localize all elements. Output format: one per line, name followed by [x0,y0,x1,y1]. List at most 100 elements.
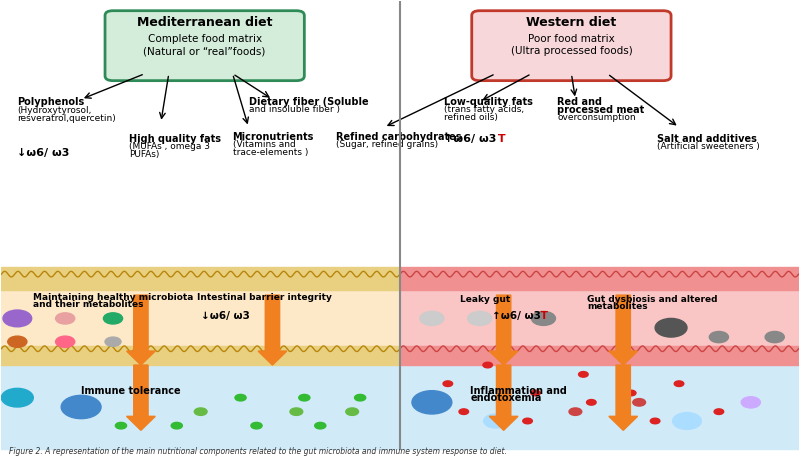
Circle shape [443,381,453,386]
Bar [400,365,798,449]
Circle shape [650,418,660,424]
Bar [2,1,798,272]
FancyBboxPatch shape [472,11,671,81]
FancyArrow shape [490,295,518,365]
Circle shape [3,310,32,327]
Bar [400,272,798,374]
Circle shape [103,313,122,324]
Circle shape [115,423,126,429]
Text: (Vitamins and: (Vitamins and [233,140,295,149]
Circle shape [626,390,636,396]
Circle shape [251,423,262,429]
Circle shape [531,311,555,325]
Text: overconsumption: overconsumption [557,113,636,122]
Circle shape [673,413,702,430]
FancyBboxPatch shape [105,11,304,81]
Circle shape [8,336,27,348]
Circle shape [468,311,492,325]
Circle shape [586,400,596,405]
Text: Low-quality fats: Low-quality fats [444,97,533,107]
Text: Figure 2. A representation of the main nutritional components related to the gut: Figure 2. A representation of the main n… [10,447,507,456]
Text: Maintaining healthy microbiota: Maintaining healthy microbiota [34,293,194,302]
Text: Intestinal barrier integrity: Intestinal barrier integrity [197,293,331,302]
Text: Red and: Red and [557,97,602,107]
Text: PUFAs): PUFAs) [129,150,159,159]
Text: Complete food matrix: Complete food matrix [148,34,262,44]
Text: (Artificial sweeteners ): (Artificial sweeteners ) [657,142,759,151]
Bar [2,272,400,374]
Circle shape [765,332,784,343]
Text: ↑ω6/ ω3: ↑ω6/ ω3 [492,311,541,321]
Circle shape [569,408,582,416]
Text: (trans fatty acids,: (trans fatty acids, [444,105,524,114]
Text: (Ultra processed foods): (Ultra processed foods) [510,46,632,56]
Bar [2,267,400,290]
Text: Immune tolerance: Immune tolerance [81,386,181,396]
Text: ↓ω6/ ω3: ↓ω6/ ω3 [18,148,70,158]
Text: resveratrol,quercetin): resveratrol,quercetin) [18,114,116,123]
Circle shape [530,390,540,396]
Text: Leaky gut: Leaky gut [460,295,510,304]
Circle shape [674,381,684,386]
Circle shape [61,395,101,419]
FancyArrow shape [609,295,638,365]
Text: processed meat: processed meat [557,105,644,115]
FancyArrow shape [126,295,155,365]
Text: and their metabolites: and their metabolites [34,300,144,309]
Circle shape [194,408,207,416]
Circle shape [578,371,588,377]
Circle shape [655,318,687,337]
Text: Polyphenols: Polyphenols [18,97,85,107]
Circle shape [420,311,444,325]
FancyArrow shape [258,295,286,365]
Circle shape [2,388,34,407]
Text: endotoxemia: endotoxemia [470,393,542,403]
Text: and insoluble fiber ): and insoluble fiber ) [249,105,339,114]
Text: Gut dysbiosis and altered: Gut dysbiosis and altered [587,295,718,304]
FancyArrow shape [609,365,638,431]
Text: Inflammation and: Inflammation and [470,386,567,396]
Circle shape [412,391,452,414]
Circle shape [298,394,310,401]
Circle shape [354,394,366,401]
FancyArrow shape [126,365,155,431]
Text: T: T [494,134,506,144]
Text: refined oils): refined oils) [444,113,498,122]
Text: trace-elements ): trace-elements ) [233,148,308,157]
Text: (MUFAs , omega 3: (MUFAs , omega 3 [129,142,210,151]
Text: (Sugar, refined grains): (Sugar, refined grains) [336,140,438,149]
Bar [2,347,400,365]
Text: (Hydroxytyrosol,: (Hydroxytyrosol, [18,106,92,115]
Text: Salt and additives: Salt and additives [657,134,757,144]
Text: ↓ω6/ ω3: ↓ω6/ ω3 [201,311,250,321]
Circle shape [633,399,646,406]
Text: High quality fats: High quality fats [129,134,221,144]
Circle shape [714,409,724,415]
Circle shape [483,362,493,368]
Circle shape [710,332,729,343]
Circle shape [171,423,182,429]
Bar [2,365,400,449]
Text: Poor food matrix: Poor food matrix [528,34,614,44]
Circle shape [742,397,760,408]
Text: Western diet: Western diet [526,16,617,29]
Text: ↑ω6/ ω3: ↑ω6/ ω3 [444,134,496,144]
Circle shape [522,418,532,424]
Text: Dietary fiber (Soluble: Dietary fiber (Soluble [249,97,368,107]
Circle shape [484,414,508,428]
Text: (Natural or “real”foods): (Natural or “real”foods) [143,46,266,56]
Bar [400,267,798,290]
Text: T: T [537,311,548,321]
Text: Micronutrients: Micronutrients [233,132,314,142]
Circle shape [105,337,121,347]
Text: metabolites: metabolites [587,302,648,311]
Circle shape [56,313,74,324]
Text: Refined carbohydrates: Refined carbohydrates [336,132,462,142]
Circle shape [235,394,246,401]
Circle shape [56,336,74,348]
Circle shape [290,408,302,416]
Circle shape [314,423,326,429]
Text: Mediterranean diet: Mediterranean diet [137,16,273,29]
Circle shape [459,409,469,415]
Circle shape [346,408,358,416]
